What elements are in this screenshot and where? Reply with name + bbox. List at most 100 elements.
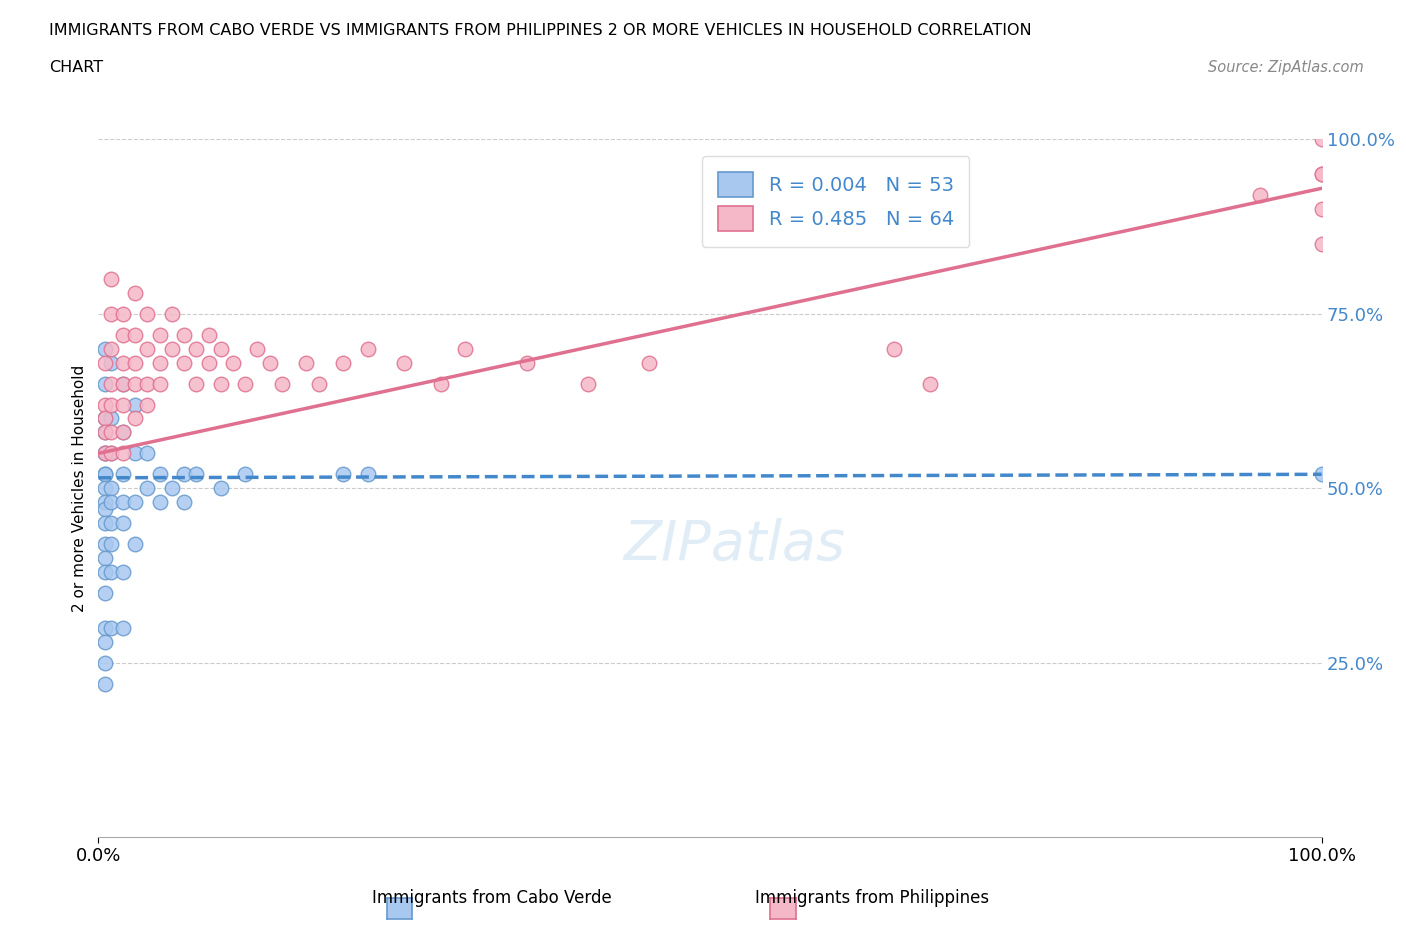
Point	[883, 341, 905, 356]
Point	[160, 341, 183, 356]
Point	[173, 495, 195, 510]
Point	[100, 397, 122, 412]
Point	[93, 502, 115, 517]
Point	[111, 565, 134, 579]
Point	[100, 537, 122, 551]
Point	[93, 481, 115, 496]
Point	[93, 341, 115, 356]
Point	[1310, 467, 1333, 482]
Point	[136, 481, 159, 496]
Point	[233, 376, 256, 391]
Point	[100, 446, 122, 461]
Point	[186, 341, 208, 356]
Point	[93, 634, 115, 649]
Text: ZIPatlas: ZIPatlas	[623, 518, 845, 570]
Point	[124, 446, 146, 461]
Point	[93, 446, 115, 461]
Point	[259, 355, 281, 370]
Point	[124, 355, 146, 370]
Point	[93, 425, 115, 440]
Point	[124, 495, 146, 510]
Point	[100, 481, 122, 496]
Point	[93, 425, 115, 440]
Point	[124, 376, 146, 391]
Point	[93, 355, 115, 370]
Point	[1310, 167, 1333, 182]
Point	[136, 376, 159, 391]
Point	[93, 397, 115, 412]
Point	[93, 467, 115, 482]
Point	[93, 376, 115, 391]
Point	[173, 355, 195, 370]
Point	[111, 327, 134, 342]
Point	[111, 515, 134, 530]
Point	[93, 620, 115, 635]
Text: Source: ZipAtlas.com: Source: ZipAtlas.com	[1208, 60, 1364, 75]
Point	[136, 446, 159, 461]
Point	[308, 376, 330, 391]
Point	[93, 676, 115, 691]
Point	[186, 376, 208, 391]
Point	[186, 467, 208, 482]
Point	[100, 446, 122, 461]
Point	[209, 481, 232, 496]
Point	[93, 565, 115, 579]
Point	[149, 376, 172, 391]
Point	[93, 467, 115, 482]
Point	[100, 272, 122, 286]
Point	[100, 376, 122, 391]
Point	[100, 307, 122, 322]
Point	[246, 341, 269, 356]
Point	[209, 341, 232, 356]
Point	[638, 355, 661, 370]
Point	[111, 425, 134, 440]
Point	[356, 341, 378, 356]
Point	[100, 515, 122, 530]
Point	[124, 537, 146, 551]
Point	[93, 551, 115, 565]
Point	[111, 397, 134, 412]
Point	[124, 397, 146, 412]
Point	[149, 467, 172, 482]
Point	[124, 411, 146, 426]
Point	[100, 355, 122, 370]
Point	[149, 327, 172, 342]
Point	[111, 355, 134, 370]
Point	[93, 586, 115, 601]
Text: Immigrants from Cabo Verde: Immigrants from Cabo Verde	[373, 889, 612, 907]
Point	[454, 341, 477, 356]
Point	[93, 656, 115, 671]
Point	[93, 411, 115, 426]
Point	[270, 376, 294, 391]
Point	[136, 307, 159, 322]
Point	[93, 515, 115, 530]
Point	[1310, 202, 1333, 217]
Point	[111, 467, 134, 482]
Point	[93, 446, 115, 461]
Point	[100, 620, 122, 635]
Point	[1310, 237, 1333, 252]
Point	[136, 341, 159, 356]
Point	[111, 376, 134, 391]
Point	[93, 537, 115, 551]
Point	[332, 355, 354, 370]
Point	[111, 446, 134, 461]
Point	[332, 467, 354, 482]
Point	[209, 376, 232, 391]
Point	[173, 327, 195, 342]
Point	[100, 495, 122, 510]
Point	[124, 286, 146, 300]
Point	[392, 355, 416, 370]
Point	[160, 307, 183, 322]
Point	[430, 376, 453, 391]
Point	[149, 355, 172, 370]
Point	[100, 411, 122, 426]
Point	[149, 495, 172, 510]
Point	[100, 565, 122, 579]
Text: CHART: CHART	[49, 60, 103, 75]
Point	[111, 495, 134, 510]
Point	[160, 481, 183, 496]
Point	[111, 425, 134, 440]
Point	[136, 397, 159, 412]
Legend: R = 0.004   N = 53, R = 0.485   N = 64: R = 0.004 N = 53, R = 0.485 N = 64	[703, 156, 969, 247]
